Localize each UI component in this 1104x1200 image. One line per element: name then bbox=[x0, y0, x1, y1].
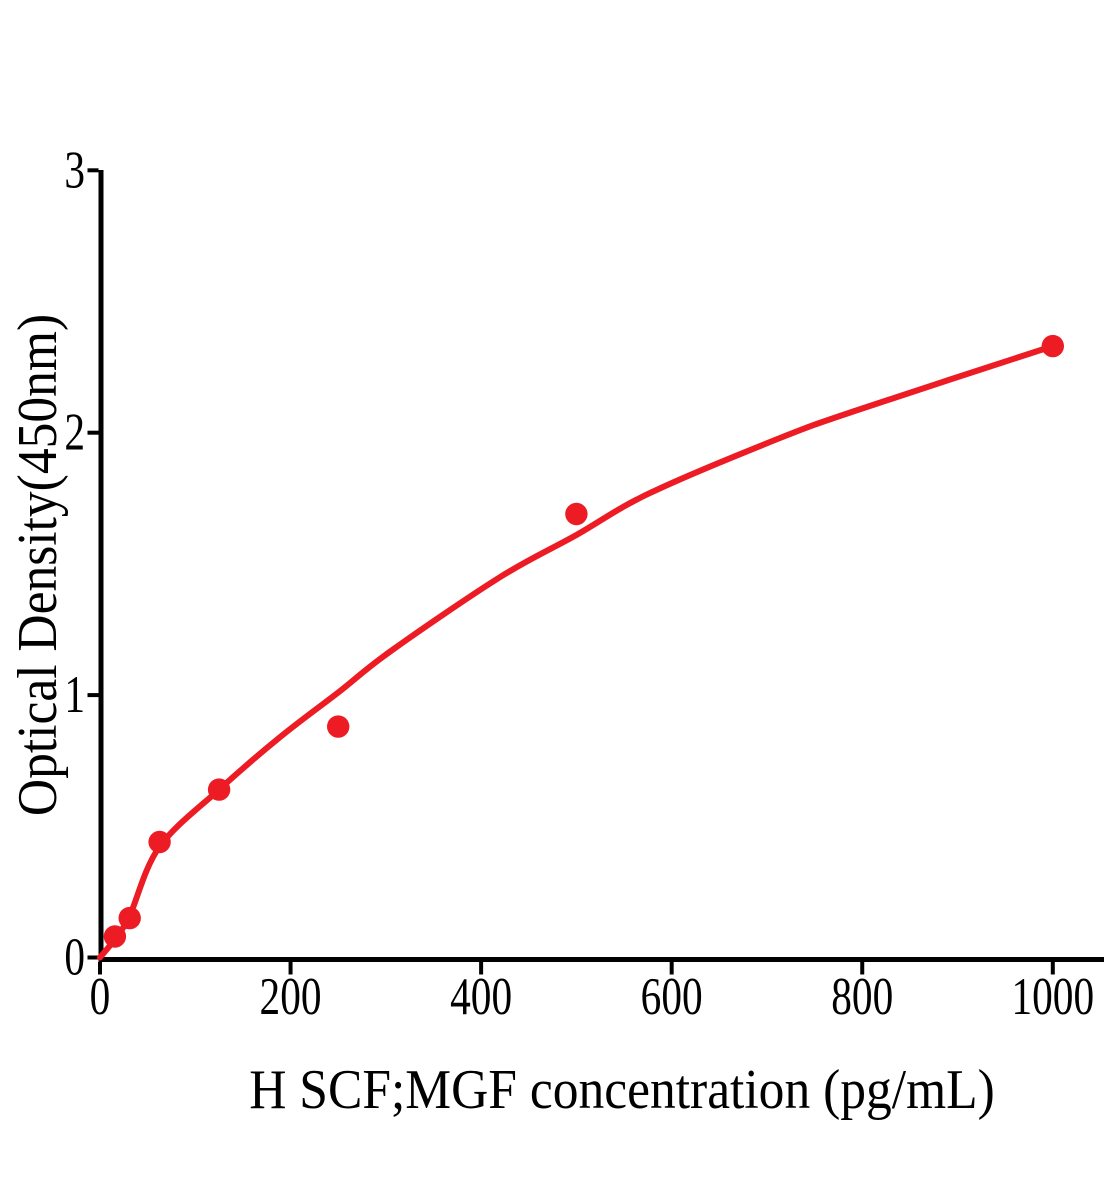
x-tick-label: 200 bbox=[260, 968, 322, 1026]
data-point bbox=[148, 830, 171, 854]
data-point bbox=[565, 502, 588, 526]
fitted-curve-line bbox=[97, 343, 1056, 961]
y-tick-label: 1 bbox=[64, 666, 85, 724]
y-axis-title: Optical Density(450nm) bbox=[7, 313, 69, 817]
data-point bbox=[118, 906, 141, 930]
y-tick-label: 3 bbox=[64, 142, 85, 200]
x-tick-label: 1000 bbox=[1011, 968, 1094, 1026]
x-axis-title: H SCF;MGF concentration (pg/mL) bbox=[249, 1059, 995, 1121]
x-tick-label: 600 bbox=[641, 968, 703, 1026]
x-tick-label: 400 bbox=[450, 968, 512, 1026]
y-tick-label: 2 bbox=[64, 404, 85, 462]
data-point bbox=[327, 715, 350, 738]
data-point bbox=[1041, 334, 1065, 358]
data-point bbox=[103, 925, 127, 948]
data-point bbox=[207, 778, 231, 801]
y-tick-label: 0 bbox=[64, 929, 85, 987]
x-tick-label: 800 bbox=[831, 968, 893, 1026]
x-tick-label: 0 bbox=[90, 968, 111, 1026]
